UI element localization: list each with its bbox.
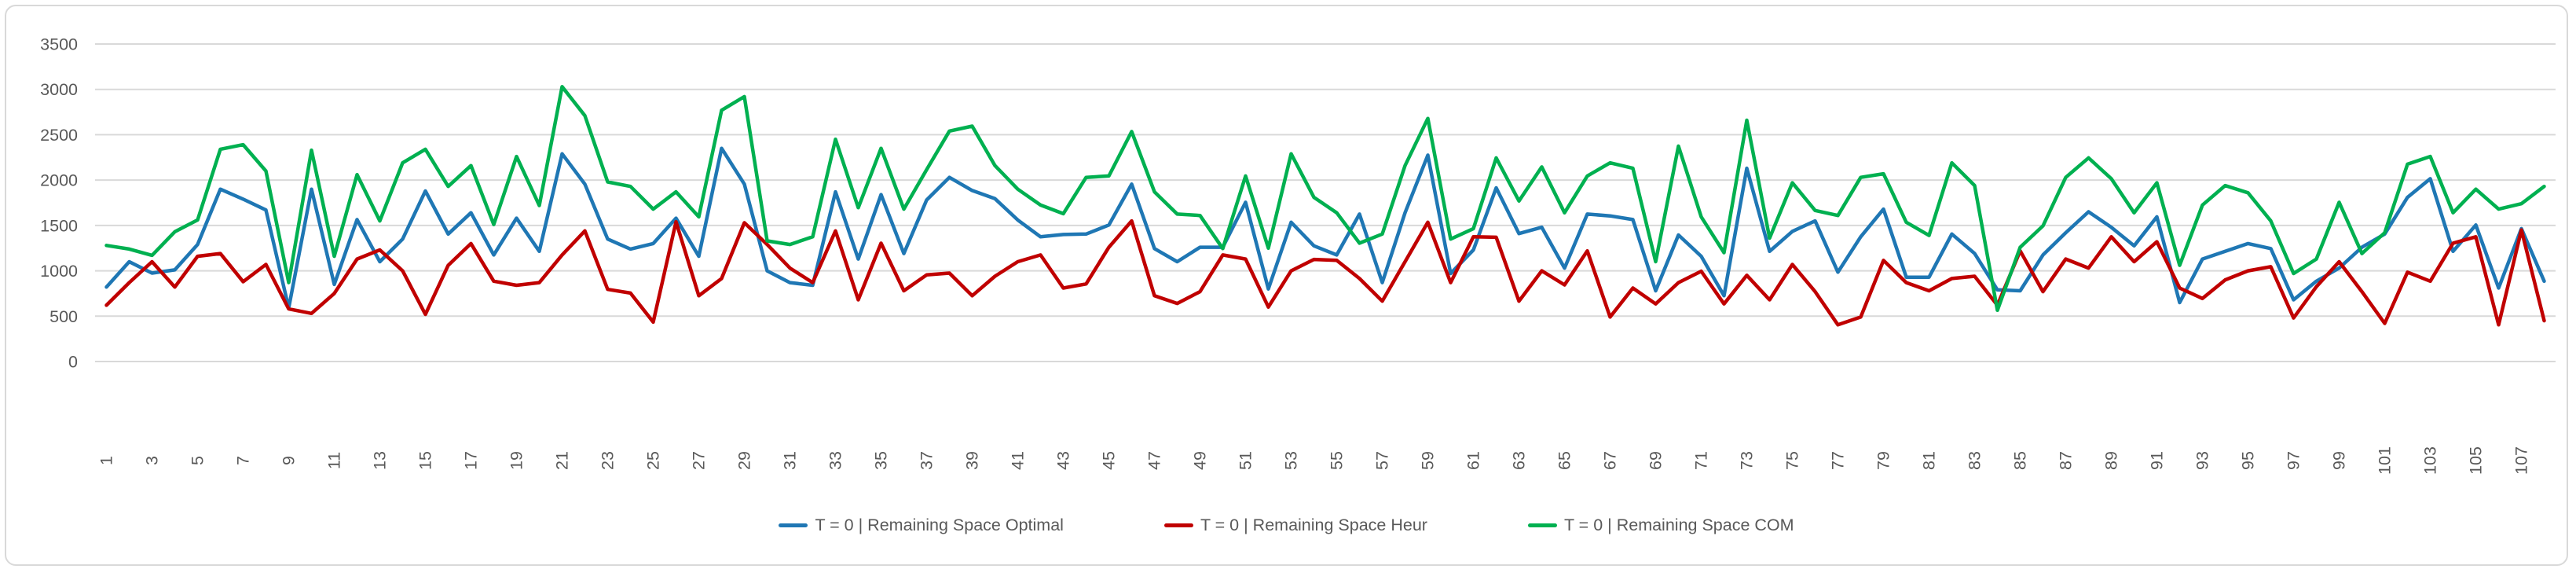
x-axis-tick-label: 107 [2512, 446, 2531, 475]
series-line-1[interactable] [104, 218, 2546, 327]
x-axis-tick-label: 27 [690, 451, 709, 470]
x-axis-tick-label: 65 [1555, 451, 1574, 470]
chart-legend: T = 0 | Remaining Space Optimal T = 0 | R… [6, 516, 2567, 535]
x-axis-tick-label: 67 [1601, 451, 1620, 470]
x-axis-tick-label: 35 [872, 451, 891, 470]
x-axis-tick-label: 5 [189, 456, 207, 465]
x-axis-tick-label: 97 [2285, 451, 2303, 470]
x-axis-tick-label: 59 [1419, 451, 1438, 470]
legend-line-marker-icon [1527, 523, 1557, 527]
x-axis-tick-label: 87 [2057, 451, 2076, 470]
x-axis-tick-label: 95 [2239, 451, 2258, 470]
x-axis-tick-label: 3 [143, 456, 162, 465]
x-axis-tick-label: 77 [1829, 451, 1848, 470]
series-line-2[interactable] [104, 85, 2546, 313]
y-axis-tick-label: 500 [49, 307, 78, 326]
legend-item-2[interactable]: T = 0 | Remaining Space COM [1527, 516, 1794, 535]
x-axis-tick-label: 39 [963, 451, 982, 470]
x-axis-tick-label: 33 [826, 451, 845, 470]
legend-item-label: T = 0 | Remaining Space COM [1563, 516, 1794, 534]
chart-area: 0 500 1000 1500 2000 2500 3000 3500 1 3 5 7 9 11 13 15 1… [5, 5, 2568, 566]
x-axis-tick-label: 91 [2148, 451, 2167, 470]
legend-item-1[interactable]: T = 0 | Remaining Space Heur [1163, 516, 1427, 535]
y-axis-tick-label: 1500 [40, 216, 78, 235]
x-axis-tick-label: 43 [1054, 451, 1073, 470]
x-axis-tick-label: 71 [1692, 451, 1711, 470]
x-axis-tick-label: 81 [1920, 451, 1939, 470]
x-axis-tick-label: 15 [416, 451, 435, 470]
legend-item-label: T = 0 | Remaining Space Optimal [815, 516, 1064, 534]
x-axis-tick-label: 103 [2421, 446, 2440, 475]
x-axis-tick-label: 105 [2467, 446, 2486, 475]
y-axis-tick-label: 2500 [40, 126, 78, 145]
legend-item-label: T = 0 | Remaining Space Heur [1200, 516, 1427, 534]
x-axis-tick-label: 49 [1191, 451, 1210, 470]
x-axis-tick-label: 57 [1373, 451, 1392, 470]
x-axis-tick-label: 17 [462, 451, 481, 470]
x-axis-tick-label: 75 [1783, 451, 1802, 470]
x-axis-tick-label: 53 [1282, 451, 1301, 470]
x-axis-tick-label: 19 [508, 451, 526, 470]
x-axis-tick-label: 99 [2330, 451, 2349, 470]
x-axis-tick-label: 47 [1145, 451, 1164, 470]
x-axis-tick-label: 61 [1464, 451, 1483, 470]
x-axis-tick-label: 85 [2011, 451, 2030, 470]
legend-line-marker-icon [779, 523, 808, 527]
x-axis-tick-label: 31 [781, 451, 800, 470]
x-axis-tick-label: 101 [2376, 446, 2395, 475]
x-axis-tick-label: 63 [1510, 451, 1529, 470]
series-line-0[interactable] [104, 146, 2546, 310]
y-axis-tick-label: 2000 [40, 171, 78, 190]
x-axis-tick-label: 9 [280, 456, 299, 465]
x-axis-tick-label: 45 [1100, 451, 1119, 470]
y-axis-tick-label: 3000 [40, 80, 78, 99]
x-axis-tick-label: 1 [97, 456, 116, 465]
x-axis-tick-label: 89 [2102, 451, 2121, 470]
x-axis-tick-label: 73 [1738, 451, 1757, 470]
y-axis-tick-label: 0 [68, 353, 78, 372]
x-axis-tick-label: 7 [234, 456, 253, 465]
x-axis-tick-label: 37 [918, 451, 936, 470]
legend-item-0[interactable]: T = 0 | Remaining Space Optimal [779, 516, 1064, 535]
x-axis-tick-label: 21 [553, 451, 572, 470]
y-axis-tick-label: 1000 [40, 262, 78, 281]
x-axis-tick-label: 55 [1328, 451, 1347, 470]
y-axis-tick-label: 3500 [40, 35, 78, 54]
x-axis-tick-label: 13 [371, 451, 390, 470]
x-axis-tick-label: 41 [1009, 451, 1028, 470]
x-axis-tick-label: 83 [1966, 451, 1984, 470]
x-axis-tick-label: 51 [1237, 451, 1255, 470]
x-axis-tick-label: 93 [2193, 451, 2212, 470]
x-axis-tick-label: 11 [325, 452, 344, 469]
x-axis-tick-label: 29 [735, 451, 754, 470]
legend-line-marker-icon [1163, 523, 1193, 527]
x-axis-tick-label: 25 [644, 451, 663, 470]
x-axis-tick-label: 23 [599, 451, 617, 470]
x-axis-tick-label: 69 [1647, 451, 1665, 470]
x-axis-tick-label: 79 [1874, 451, 1893, 470]
